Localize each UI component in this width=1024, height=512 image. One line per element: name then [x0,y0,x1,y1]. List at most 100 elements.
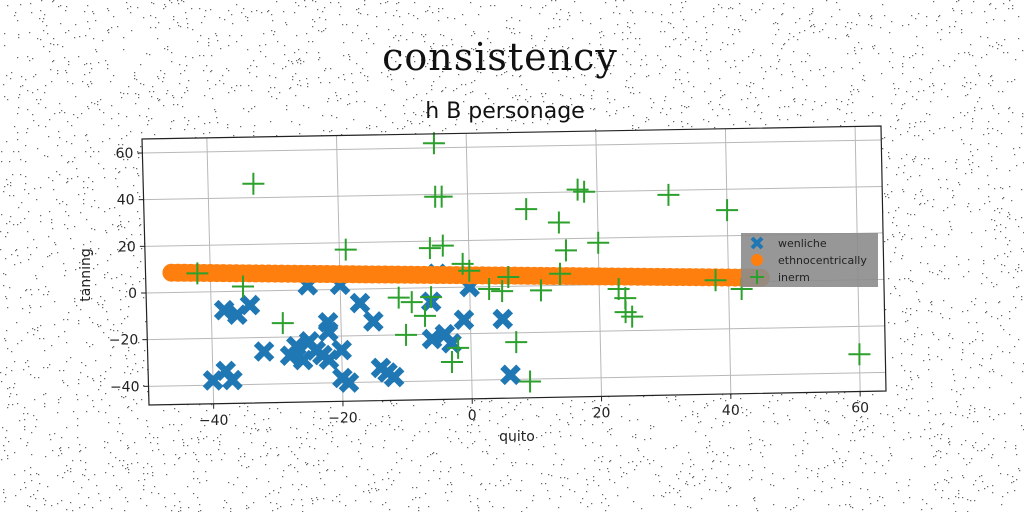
point-ethnocentrically [363,265,382,284]
x-tick-label: 40 [722,403,740,419]
point-inerm [573,180,596,203]
point-wenliche [349,292,371,314]
point-wenliche [213,299,235,321]
legend-marker-wenliche [750,236,764,250]
point-inerm [657,183,680,206]
point-ethnocentrically [285,264,304,283]
point-inerm [400,291,423,314]
point-inerm [554,239,577,262]
grid-line-y [142,139,882,154]
point-inerm [418,237,441,260]
x-tick-label: 20 [593,405,611,421]
point-inerm [716,199,739,222]
point-ethnocentrically [648,267,667,286]
x-tick-label: 0 [468,408,477,424]
point-inerm [478,278,501,301]
point-ethnocentrically [518,266,537,285]
point-ethnocentrically [259,264,278,283]
point-inerm [587,231,610,254]
y-tick-label: 60 [116,146,134,162]
point-inerm [334,238,357,261]
point-inerm [440,350,463,373]
point-inerm [491,280,514,303]
point-ethnocentrically [596,267,615,286]
point-wenliche [453,309,475,331]
point-inerm [271,312,294,335]
point-inerm [529,279,552,302]
point-inerm [447,336,470,359]
grid-line-y [143,185,883,201]
point-wenliche [286,335,307,357]
point-inerm [497,266,520,289]
x-tick-label: −20 [328,410,358,426]
point-ethnocentrically [233,264,252,283]
point-inerm [430,185,453,208]
point-inerm [414,304,437,327]
x-axis-label: quito [499,429,535,445]
point-ethnocentrically [544,267,563,286]
point-inerm [704,269,727,292]
point-wenliche [492,308,514,330]
point-wenliche [338,372,360,393]
point-inerm [431,234,454,257]
x-tick-label: −40 [199,413,229,429]
chart-title: h B personage [425,99,584,124]
legend: wenliche ethnocentrically inerm [741,233,878,287]
y-axis-label: tanning [78,248,94,301]
point-wenliche [239,294,261,316]
point-inerm [519,370,542,393]
point-ethnocentrically [311,264,330,283]
point-inerm [420,286,443,309]
point-inerm [186,262,209,285]
point-inerm [242,172,265,195]
point-ethnocentrically [440,266,459,285]
figure-suptitle: consistency [382,35,618,79]
legend-label-inerm: inerm [778,271,810,284]
legend-marker-inerm [750,270,764,284]
point-ethnocentrically [622,267,641,286]
point-inerm [422,132,445,155]
point-inerm [387,286,410,309]
point-inerm [848,343,871,366]
y-tick-label: 40 [117,193,135,209]
point-ethnocentrically [570,267,589,286]
point-wenliche [363,311,384,332]
point-inerm [549,262,572,285]
series-inerm [186,132,871,393]
point-inerm [395,323,418,346]
legend-label-ethnocentrically: ethnocentrically [778,254,867,267]
grid-line-x [595,131,603,397]
point-inerm [505,331,528,354]
series-wenliche [202,263,521,393]
x-tick-label: 60 [851,400,869,416]
legend-label-wenliche: wenliche [778,237,827,250]
grid-lines [142,126,886,404]
point-ethnocentrically [389,265,408,284]
point-wenliche [500,364,521,386]
legend-marker-ethnocentrically [751,254,763,266]
point-ethnocentrically [207,264,226,283]
y-tick-label: −40 [110,379,140,395]
axes-frame [141,125,887,406]
point-inerm [232,275,255,298]
point-wenliche [331,339,352,361]
point-ethnocentrically [674,268,693,287]
point-wenliche [383,366,405,388]
point-wenliche [318,321,339,342]
point-wenliche [222,369,243,391]
point-ethnocentrically [337,265,356,284]
y-tick-label: −20 [109,333,139,349]
point-inerm [515,198,538,221]
plot-area: −40 −20 0 20 40 60 −40 −20 0 20 40 60 [109,125,887,429]
point-wenliche [421,328,443,350]
point-inerm [458,259,481,282]
point-ethnocentrically [492,266,511,285]
y-tick-label: 20 [118,239,136,255]
grid-line-x [724,128,732,394]
point-ethnocentrically [700,268,719,287]
point-inerm [621,305,644,328]
point-ethnocentrically [415,265,434,284]
y-tick-label: 0 [128,286,137,302]
point-wenliche [253,341,275,362]
